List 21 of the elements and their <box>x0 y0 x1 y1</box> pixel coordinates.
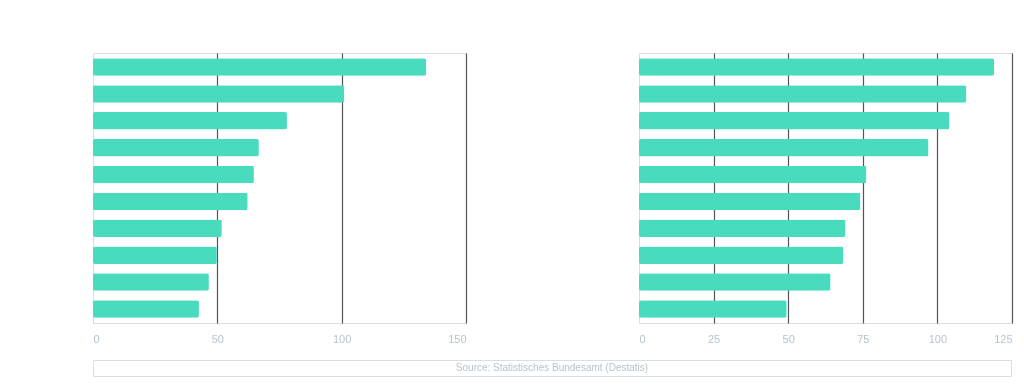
x-tick-label: 75 <box>857 332 870 345</box>
x-tick-label: 50 <box>782 332 795 345</box>
x-tick-label: 25 <box>707 332 721 345</box>
bar <box>639 58 995 76</box>
x-tick-label: 100 <box>928 332 948 345</box>
x-tick-label: 100 <box>332 332 352 345</box>
x-tick-label: 125 <box>994 332 1013 345</box>
bar <box>639 165 867 184</box>
bar <box>639 85 967 103</box>
bar <box>639 300 787 318</box>
bar <box>639 273 831 291</box>
bar <box>639 219 846 238</box>
source-note: Source: Statistisches Bundesamt (Destatis) <box>455 362 649 373</box>
bar <box>639 138 929 157</box>
x-tick-label: 0 <box>639 332 646 345</box>
bar <box>639 192 861 211</box>
bar <box>639 112 950 130</box>
x-tick-label: 0 <box>93 332 100 345</box>
x-tick-label: 50 <box>211 332 224 345</box>
bar <box>639 246 844 264</box>
x-tick-label: 150 <box>448 332 467 345</box>
